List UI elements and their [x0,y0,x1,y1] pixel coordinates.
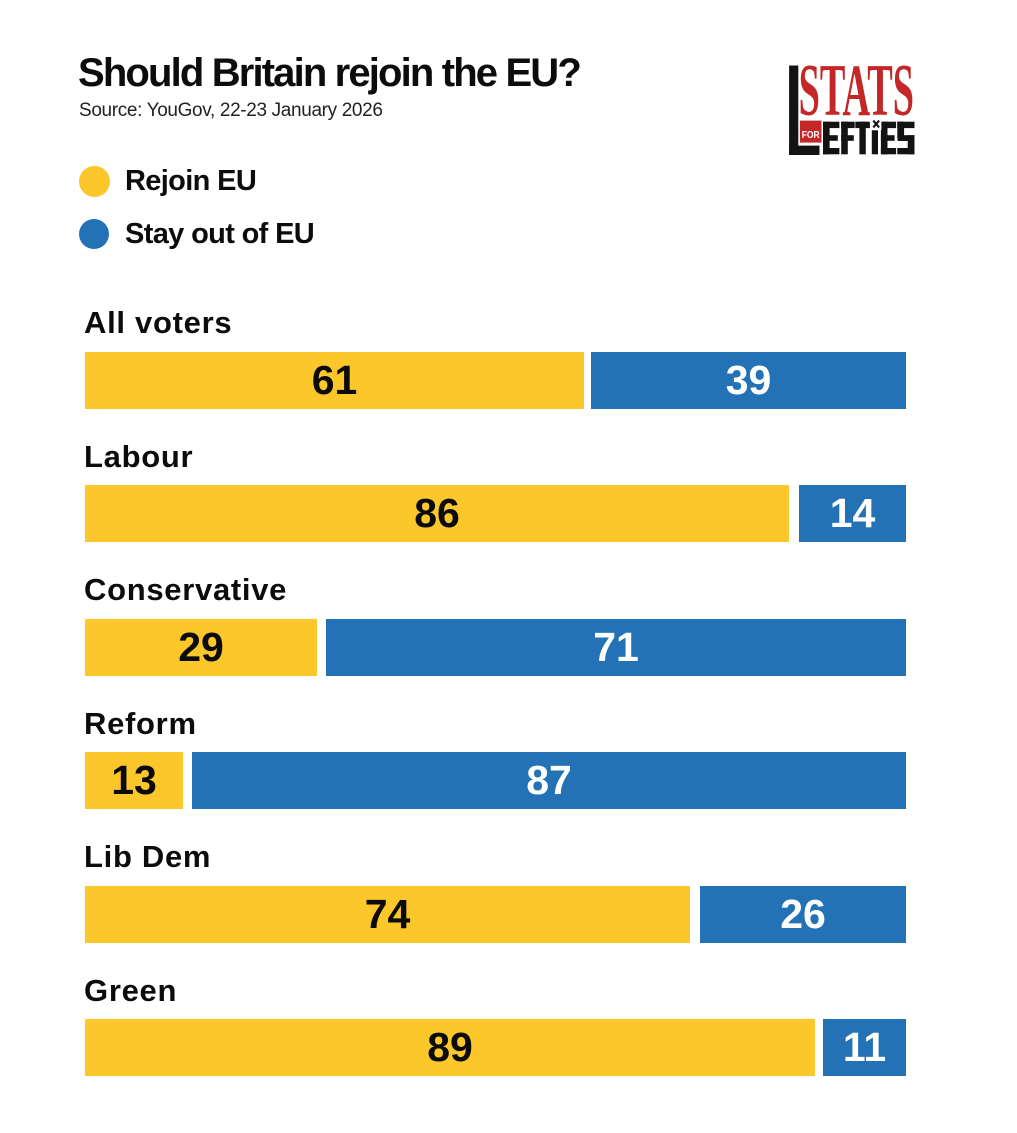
svg-text:STATS: STATS [799,64,914,132]
svg-text:FOR: FOR [802,129,820,141]
